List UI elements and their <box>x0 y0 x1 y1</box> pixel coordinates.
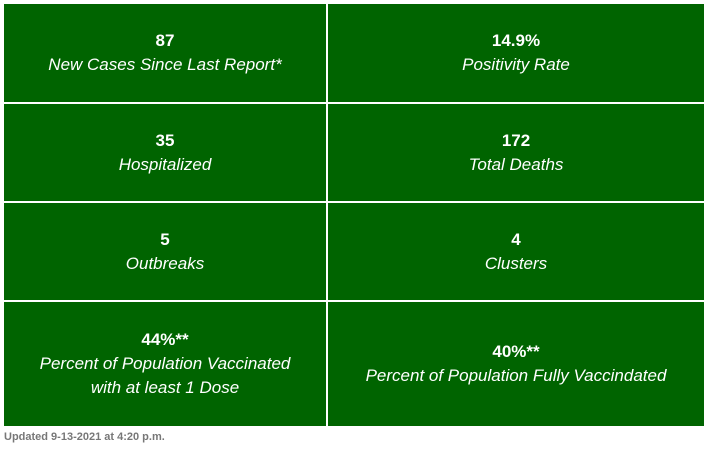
total-deaths-label: Total Deaths <box>468 154 564 174</box>
new-cases-value: 87 <box>155 31 175 50</box>
stat-cell-positivity-rate: 14.9% Positivity Rate <box>328 4 704 102</box>
vaccinated-one-dose-label-line2: with at least 1 Dose <box>90 378 240 397</box>
clusters-label: Clusters <box>484 253 548 273</box>
stat-cell-outbreaks: 5 Outbreaks <box>4 203 326 300</box>
outbreaks-value: 5 <box>160 229 170 249</box>
outbreaks-label: Outbreaks <box>125 253 205 273</box>
stat-cell-clusters: 4 Clusters <box>328 203 704 300</box>
stat-cell-fully-vaccinated: 40%** Percent of Population Fully Vaccin… <box>328 302 704 426</box>
fully-vaccinated-label: Percent of Population Fully Vaccindated <box>365 366 667 385</box>
hospitalized-label: Hospitalized <box>118 154 212 174</box>
fully-vaccinated-value: 40%** <box>492 342 540 361</box>
stat-cell-vaccinated-one-dose: 44%** Percent of Population Vaccinated w… <box>4 302 326 426</box>
stat-cell-total-deaths: 172 Total Deaths <box>328 104 704 201</box>
vaccinated-one-dose-value: 44%** <box>141 330 189 349</box>
positivity-rate-label: Positivity Rate <box>462 55 570 74</box>
positivity-rate-value: 14.9% <box>491 31 541 50</box>
total-deaths-value: 172 <box>501 130 531 150</box>
stats-grid: 87 New Cases Since Last Report* 14.9% Po… <box>4 4 704 426</box>
stat-cell-new-cases: 87 New Cases Since Last Report* <box>4 4 326 102</box>
new-cases-label: New Cases Since Last Report* <box>48 55 282 74</box>
updated-timestamp: Updated 9-13-2021 at 4:20 p.m. <box>4 431 165 443</box>
vaccinated-one-dose-label: Percent of Population Vaccinated with at… <box>34 352 297 400</box>
vaccinated-one-dose-label-line1: Percent of Population Vaccinated <box>39 354 291 373</box>
stat-cell-hospitalized: 35 Hospitalized <box>4 104 326 201</box>
clusters-value: 4 <box>511 229 521 249</box>
hospitalized-value: 35 <box>155 130 175 150</box>
